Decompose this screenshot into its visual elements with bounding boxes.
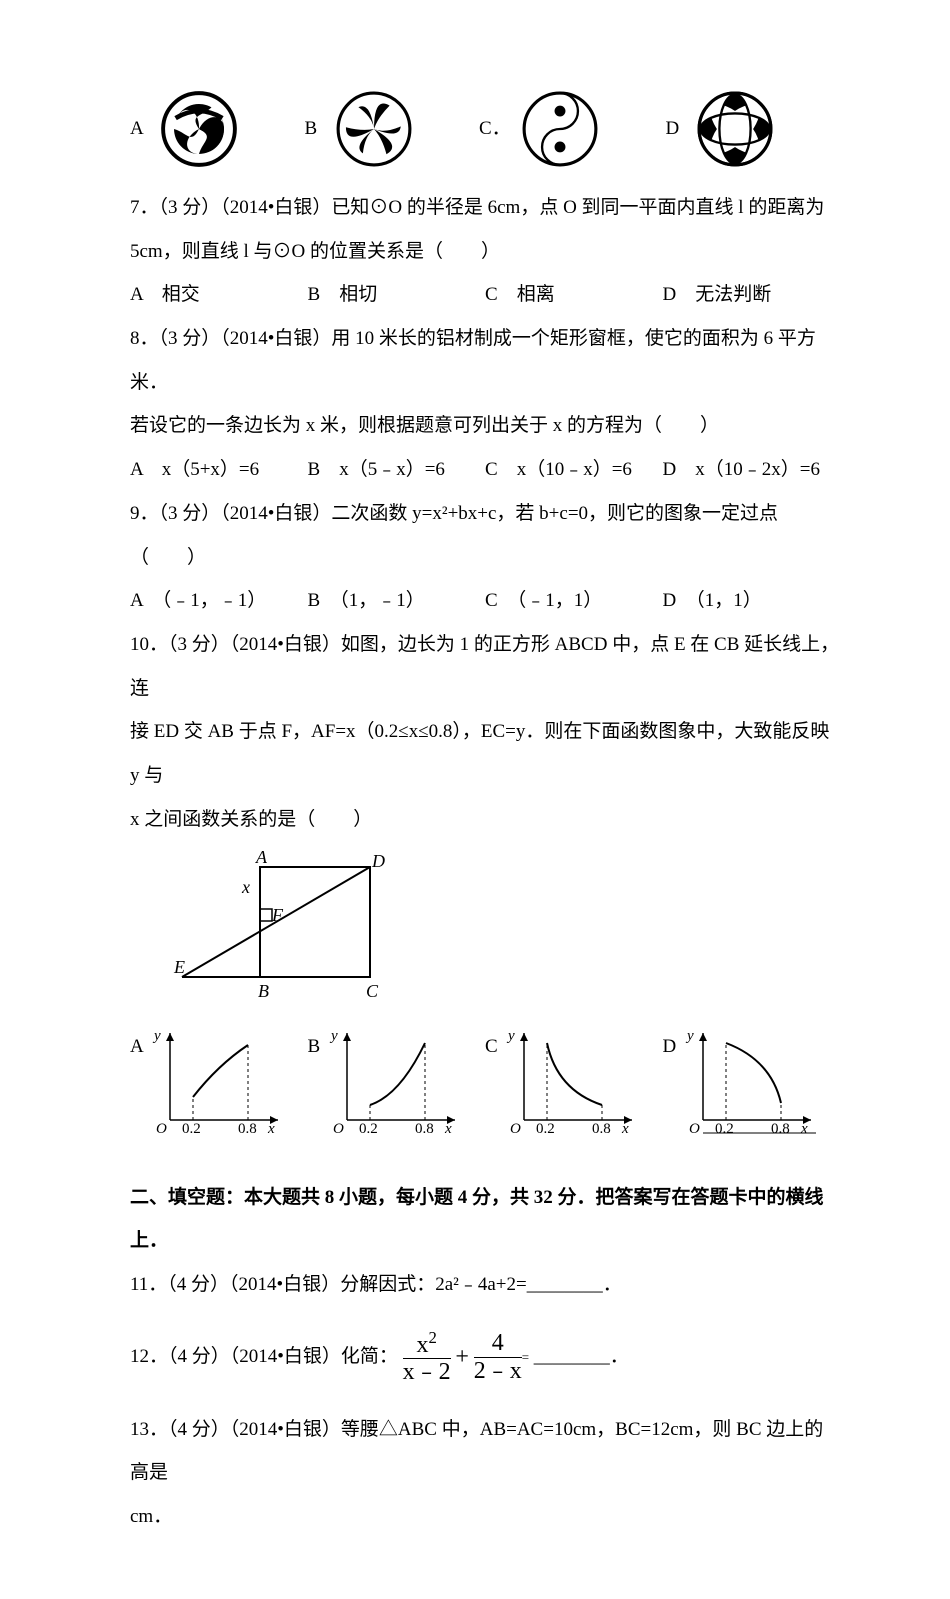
q7-stem-2: 5cm，则直线 l 与⊙O 的位置关系是（ ）	[130, 230, 840, 274]
svg-text:x: x	[267, 1121, 275, 1135]
svg-text:x: x	[621, 1121, 629, 1135]
svg-text:E: E	[173, 957, 185, 977]
q11: 11．（4 分）（2014•白银）分解因式：2a²﹣4a+2=________．	[130, 1263, 840, 1307]
q9-opt-a: A （﹣1，﹣1）	[130, 579, 308, 623]
q13-line2: cm．	[130, 1495, 840, 1539]
q7-opt-a: A 相交	[130, 273, 308, 317]
svg-text:0.8: 0.8	[238, 1121, 257, 1135]
svg-text:y: y	[329, 1028, 338, 1044]
svg-text:0.2: 0.2	[182, 1121, 201, 1135]
q6-opt-c-figure	[521, 90, 666, 168]
q10-opt-c: C y O 0.2 0.8 x	[485, 1025, 663, 1152]
q9-opt-c: C （﹣1，1）	[485, 579, 663, 623]
q6-opt-c-label: C．	[479, 107, 521, 151]
q8-stem-1: 8．（3 分）（2014•白银）用 10 米长的铝材制成一个矩形窗框，使它的面积…	[130, 317, 840, 404]
q7-options: A 相交 B 相切 C 相离 D 无法判断	[130, 273, 840, 317]
q12-fraction-1: x2 x﹣2	[403, 1329, 451, 1386]
q9-stem: 9．（3 分）（2014•白银）二次函数 y=x²+bx+c，若 b+c=0，则…	[130, 492, 840, 579]
q10-opt-a: A y O 0.2 0.8 x	[130, 1025, 308, 1152]
q12: 12．（4 分）（2014•白银）化简： x2 x﹣2 + 4 2﹣x = __…	[130, 1329, 840, 1386]
section2-title: 二、填空题：本大题共 8 小题，每小题 4 分，共 32 分．把答案写在答题卡中…	[130, 1176, 840, 1263]
q6-opt-b-label: B	[305, 107, 335, 151]
svg-text:0.8: 0.8	[592, 1121, 611, 1135]
q9-opt-d: D （1，1）	[663, 579, 841, 623]
q8-opt-b: B x（5﹣x）=6	[308, 448, 486, 492]
q7-opt-b: B 相切	[308, 273, 486, 317]
svg-text:O: O	[510, 1121, 521, 1135]
q8-opt-a: A x（5+x）=6	[130, 448, 308, 492]
q10-stem-3: x 之间函数关系的是（ ）	[130, 798, 840, 842]
q8-options: A x（5+x）=6 B x（5﹣x）=6 C x（10﹣x）=6 D x（10…	[130, 448, 840, 492]
q9-opt-b: B （1，﹣1）	[308, 579, 486, 623]
q10-stem-2: 接 ED 交 AB 于点 F，AF=x（0.2≤x≤0.8），EC=y．则在下面…	[130, 710, 840, 797]
q10-opt-d: D y O 0.2 0.8 x	[663, 1025, 841, 1152]
q8-stem-2: 若设它的一条边长为 x 米，则根据题意可列出关于 x 的方程为（ ）	[130, 404, 840, 448]
q6-opt-d-label: D	[666, 107, 696, 151]
svg-text:O: O	[156, 1121, 167, 1135]
q7-opt-c: C 相离	[485, 273, 663, 317]
svg-text:y: y	[685, 1028, 694, 1044]
svg-text:x: x	[241, 877, 250, 897]
svg-text:C: C	[366, 981, 379, 1001]
svg-text:B: B	[258, 981, 269, 1001]
q10-options: A y O 0.2 0.8 x B y O 0.2	[130, 1025, 840, 1152]
svg-text:F: F	[271, 905, 284, 925]
q6-options: A B C． D	[130, 90, 840, 168]
svg-text:A: A	[255, 847, 268, 867]
q10-stem-1: 10．（3 分）（2014•白银）如图，边长为 1 的正方形 ABCD 中，点 …	[130, 623, 840, 710]
q10-geometry-figure: A D F E B C x	[170, 847, 840, 1019]
svg-text:O: O	[333, 1121, 344, 1135]
svg-text:D: D	[371, 851, 385, 871]
svg-text:y: y	[506, 1028, 515, 1044]
svg-text:0.8: 0.8	[415, 1121, 434, 1135]
q7-opt-d: D 无法判断	[663, 273, 841, 317]
q6-opt-d-figure	[696, 90, 841, 168]
svg-text:0.2: 0.2	[359, 1121, 378, 1135]
q8-opt-c: C x（10﹣x）=6	[485, 448, 663, 492]
svg-text:x: x	[444, 1121, 452, 1135]
svg-text:O: O	[689, 1121, 700, 1135]
svg-text:0.2: 0.2	[536, 1121, 555, 1135]
q9-options: A （﹣1，﹣1） B （1，﹣1） C （﹣1，1） D （1，1）	[130, 579, 840, 623]
q12-fraction-2: 4 2﹣x	[474, 1330, 522, 1384]
q7-stem-1: 7．（3 分）（2014•白银）已知⊙O 的半径是 6cm，点 O 到同一平面内…	[130, 186, 840, 230]
q13-line1: 13．（4 分）（2014•白银）等腰△ABC 中，AB=AC=10cm，BC=…	[130, 1408, 840, 1495]
q8-opt-d: D x（10﹣2x）=6	[663, 448, 841, 492]
svg-text:y: y	[152, 1028, 161, 1044]
q6-opt-a-figure	[160, 90, 305, 168]
q6-opt-b-figure	[335, 90, 480, 168]
q6-opt-a-label: A	[130, 107, 160, 151]
q10-opt-b: B y O 0.2 0.8 x	[308, 1025, 486, 1152]
